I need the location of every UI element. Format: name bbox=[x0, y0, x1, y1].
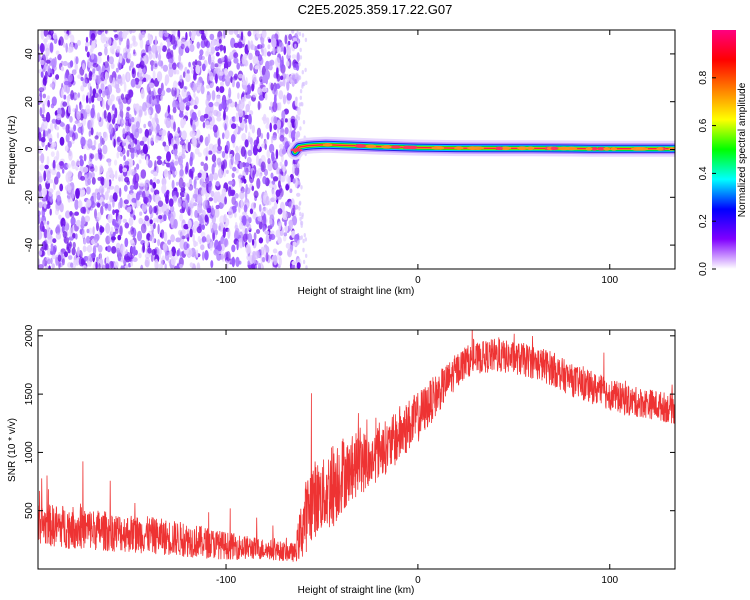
spectrogram-ytick-label: 20 bbox=[24, 96, 35, 108]
colorbar-gradient bbox=[712, 30, 736, 269]
spectrogram-ytick-label: -20 bbox=[24, 190, 35, 205]
spectrogram-xtick-label: 100 bbox=[601, 275, 618, 286]
colorbar-tick-label: 0.2 bbox=[698, 214, 709, 228]
spectrogram-noise bbox=[38, 30, 308, 269]
spectrogram-xlabel: Height of straight line (km) bbox=[298, 286, 415, 297]
colorbar-label: Normalized spectral amplitude bbox=[737, 82, 748, 217]
snr-xlabel: Height of straight line (km) bbox=[298, 585, 415, 596]
colorbar-tick-label: 0.6 bbox=[698, 118, 709, 132]
snr-axes: -100 0 100 500 1000 1500 2000 bbox=[24, 324, 675, 586]
figure-title: C2E5.2025.359.17.22.G07 bbox=[298, 2, 453, 17]
spectrogram-signal-line bbox=[287, 136, 675, 160]
snr-frame bbox=[37, 329, 676, 570]
snr-series bbox=[38, 330, 675, 562]
colorbar-tick-label: 0.0 bbox=[698, 262, 709, 276]
snr-ytick-label: 1500 bbox=[24, 383, 35, 406]
colorbar-tick-label: 0.4 bbox=[698, 166, 709, 180]
spectrogram-xtick-label: -100 bbox=[216, 275, 236, 286]
snr-ytick-label: 1000 bbox=[24, 441, 35, 464]
spectrogram-ytick-label: 40 bbox=[24, 48, 35, 60]
spectrogram-ytick-label: -40 bbox=[24, 237, 35, 252]
spectrogram-ylabel: Frequency (Hz) bbox=[7, 116, 18, 185]
colorbar-tick-label: 0.8 bbox=[698, 70, 709, 84]
snr-panel: -100 0 100 500 1000 1500 2000 Height of straig… bbox=[7, 324, 676, 596]
snr-xtick-label: 0 bbox=[415, 575, 421, 586]
colorbar-ticks: 0.0 0.2 0.4 0.6 0.8 bbox=[698, 70, 716, 276]
snr-ytick-label: 500 bbox=[24, 502, 35, 519]
spectrogram-axes: -100 0 100 -40 -20 0 20 40 bbox=[24, 30, 675, 286]
snr-line bbox=[38, 330, 675, 562]
spectrogram-ytick-label: 0 bbox=[24, 146, 35, 152]
snr-xtick-label: 100 bbox=[601, 575, 618, 586]
spectrogram-panel: -100 0 100 -40 -20 0 20 40 Height of straight l… bbox=[7, 29, 676, 297]
snr-ytick-label: 2000 bbox=[24, 324, 35, 347]
snr-ylabel: SNR (10 * v/v) bbox=[7, 418, 18, 482]
spectrogram-xtick-label: 0 bbox=[415, 275, 421, 286]
snr-xtick-label: -100 bbox=[216, 575, 236, 586]
spectrogram-heatmap bbox=[38, 30, 675, 269]
colorbar: 0.0 0.2 0.4 0.6 0.8 Normalized spectral ampl… bbox=[698, 30, 748, 276]
